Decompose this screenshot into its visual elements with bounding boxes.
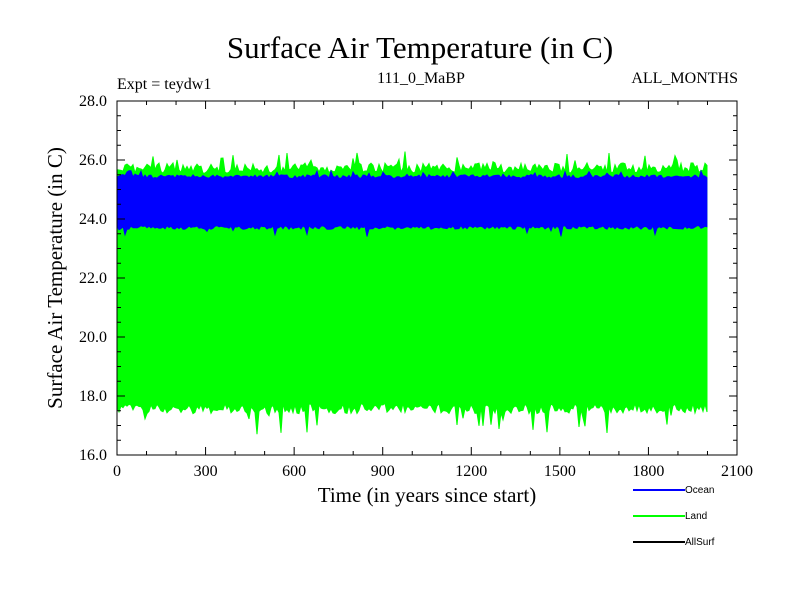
y-tick-label: 26.0 (79, 152, 107, 169)
x-tick-label: 1200 (455, 463, 487, 480)
legend: Ocean Land AllSurf (633, 485, 715, 548)
series-ocean (116, 169, 708, 237)
x-tick-label: 2100 (721, 463, 753, 480)
legend-label-ocean: Ocean (685, 485, 714, 496)
x-tick-label: 0 (113, 463, 121, 480)
expt-label: Expt = teydw1 (117, 76, 211, 93)
x-tick-label: 600 (282, 463, 306, 480)
y-tick-label: 20.0 (79, 329, 107, 346)
x-tick-label: 1500 (544, 463, 576, 480)
months-label: ALL_MONTHS (631, 70, 738, 87)
y-tick-label: 18.0 (79, 388, 107, 405)
y-tick-label: 16.0 (79, 447, 107, 464)
y-tick-label: 24.0 (79, 211, 107, 228)
legend-label-allsurf: AllSurf (685, 537, 715, 548)
y-axis-title: Surface Air Temperature (in C) (43, 147, 67, 409)
y-tick-label: 22.0 (79, 270, 107, 287)
x-axis-title: Time (in years since start) (318, 483, 537, 507)
legend-label-land: Land (685, 511, 707, 522)
axes-layer: 0 300 600 900 1200 1500 1800 2100 16.0 18.0 20.0 22… (79, 93, 753, 480)
y-tick-label: 28.0 (79, 93, 107, 110)
series-layer (116, 151, 708, 435)
x-tick-label: 300 (194, 463, 218, 480)
x-tick-label: 900 (371, 463, 395, 480)
x-tick-label: 1800 (632, 463, 664, 480)
chart-title: Surface Air Temperature (in C) (227, 30, 613, 65)
run-label: 111_0_MaBP (377, 70, 465, 87)
